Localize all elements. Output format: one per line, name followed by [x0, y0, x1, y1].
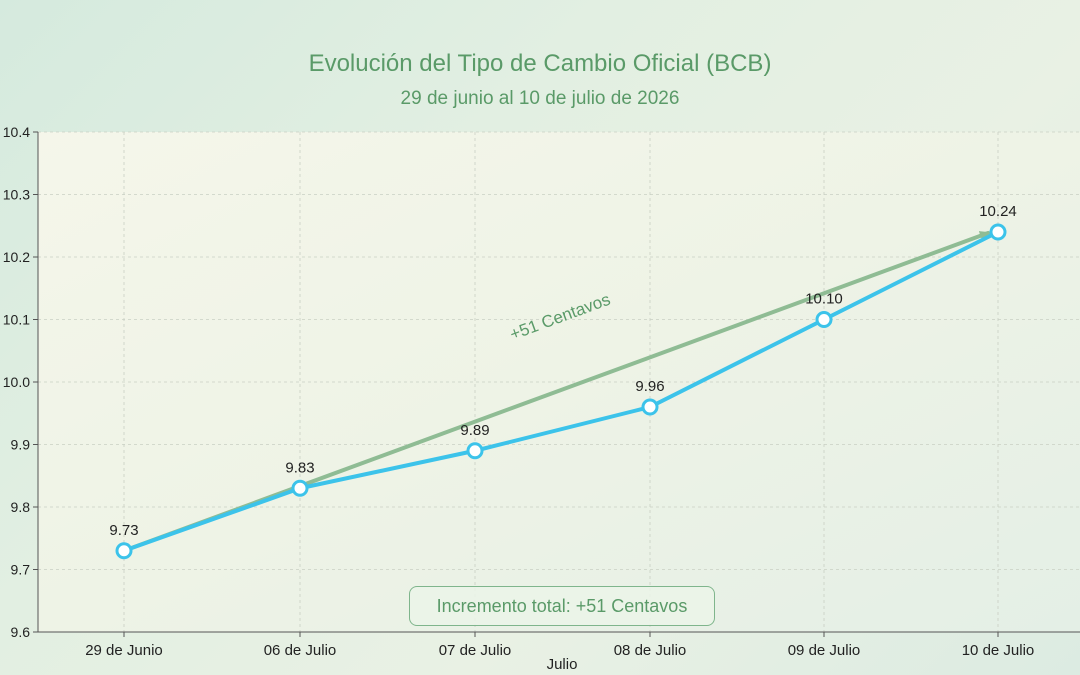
series-line — [123, 230, 999, 553]
data-point-1 — [291, 479, 309, 497]
y-tick-label-1: 9.7 — [11, 562, 31, 578]
x-tick-label-3: 08 de Julio — [614, 642, 687, 659]
chart-subtitle: 29 de junio al 10 de julio de 2026 — [400, 88, 680, 109]
data-label-1: 9.83 — [285, 459, 314, 476]
total-increase-box: Incremento total: +51 Centavos — [409, 586, 715, 626]
x-axis-ticks: 29 de Junio 06 de Julio 07 de Julio 08 de J… — [85, 632, 1034, 659]
x-tick-label-0: 29 de Junio — [85, 642, 163, 659]
data-label-0: 9.73 — [109, 522, 138, 539]
x-axis-label: Julio — [547, 656, 578, 673]
y-tick-label-0: 9.6 — [11, 624, 31, 640]
x-tick-label-2: 07 de Julio — [439, 642, 512, 659]
y-tick-label-6: 10.2 — [3, 249, 30, 265]
data-label-2: 9.89 — [460, 422, 489, 439]
chart-title: Evolución del Tipo de Cambio Oficial (BC… — [308, 50, 772, 77]
data-label-3: 9.96 — [635, 378, 664, 395]
data-point-3 — [641, 398, 659, 416]
y-tick-label-8: 10.4 — [3, 124, 30, 140]
x-tick-label-1: 06 de Julio — [264, 642, 337, 659]
data-point-5 — [989, 223, 1007, 241]
x-tick-label-4: 09 de Julio — [788, 642, 861, 659]
y-axis-ticks: 9.6 9.7 9.8 9.9 10.0 10.1 10.2 10.3 10.4 — [3, 124, 38, 640]
data-point-0 — [115, 542, 133, 560]
y-tick-label-2: 9.8 — [11, 499, 31, 515]
y-tick-label-5: 10.1 — [3, 312, 30, 328]
data-labels-group: 9.73 9.83 9.89 9.96 10.10 10.24 — [109, 203, 1016, 539]
data-point-2 — [466, 442, 484, 460]
x-tick-label-5: 10 de Julio — [962, 642, 1035, 659]
y-tick-label-7: 10.3 — [3, 187, 30, 203]
data-point-4 — [815, 311, 833, 328]
y-tick-label-3: 9.9 — [11, 437, 31, 453]
data-label-4: 10.10 — [805, 291, 843, 308]
y-tick-label-4: 10.0 — [3, 374, 30, 390]
series-group — [115, 223, 1007, 560]
plot-area — [38, 132, 1080, 632]
data-label-5: 10.24 — [979, 203, 1017, 220]
